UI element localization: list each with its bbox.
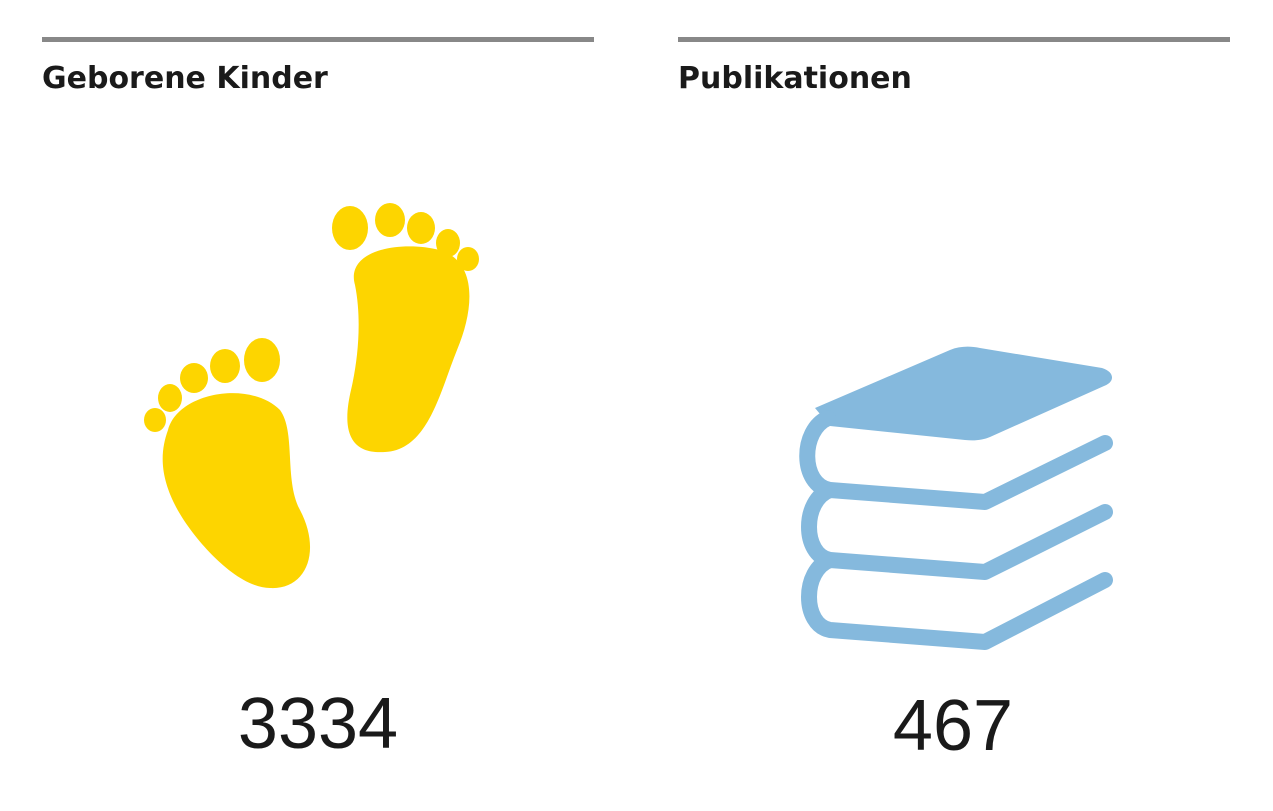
panel-title: Geborene Kinder (42, 61, 328, 96)
panel-value: 467 (893, 686, 1013, 766)
footprints-icon (144, 203, 479, 589)
panel-title: Publikationen (678, 61, 912, 96)
books-icon (799, 346, 1113, 650)
panel-value: 3334 (238, 684, 398, 764)
rule (678, 37, 1230, 42)
rule (42, 37, 594, 42)
